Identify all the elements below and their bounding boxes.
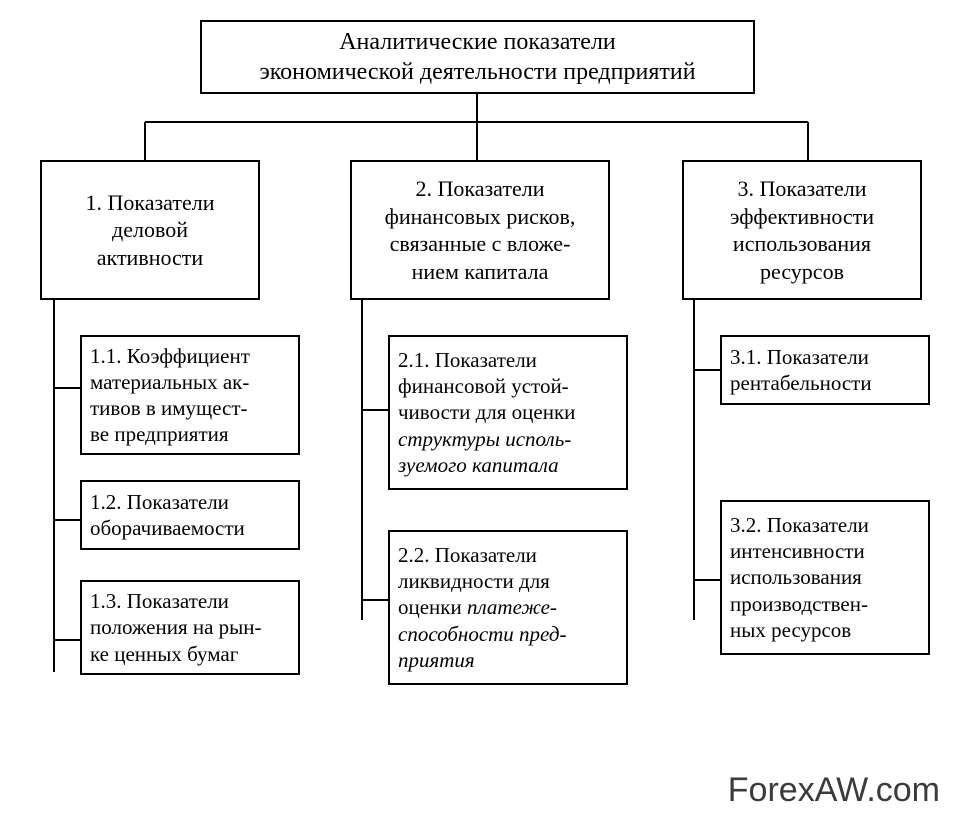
node-2-2: 2.2. Показатели ликвидности для оценки п… (388, 530, 628, 685)
branch-3-title: 3. Показатели эффективности использовани… (682, 160, 922, 300)
root-line2: экономической деятельности предприятий (259, 59, 695, 85)
root-box: Аналитические показатели экономической д… (200, 20, 755, 94)
node-3-2: 3.2. Показатели интенсивности использова… (720, 500, 930, 655)
watermark-text: ForexAW.com (728, 771, 940, 810)
node-1-2: 1.2. Показатели оборачиваемости (80, 480, 300, 550)
node-1-3: 1.3. Показатели положения на рын- ке цен… (80, 580, 300, 675)
branch-1-title: 1. Показатели деловой активности (40, 160, 260, 300)
node-3-1: 3.1. Показатели рентабельности (720, 335, 930, 405)
node-2-1: 2.1. Показатели финансовой устой- чивост… (388, 335, 628, 490)
branch-2-title: 2. Показатели финансовых рисков, связанн… (350, 160, 610, 300)
root-line1: Аналитические показатели (339, 29, 616, 55)
node-1-1: 1.1. Коэффициент материальных ак- тивов … (80, 335, 300, 455)
